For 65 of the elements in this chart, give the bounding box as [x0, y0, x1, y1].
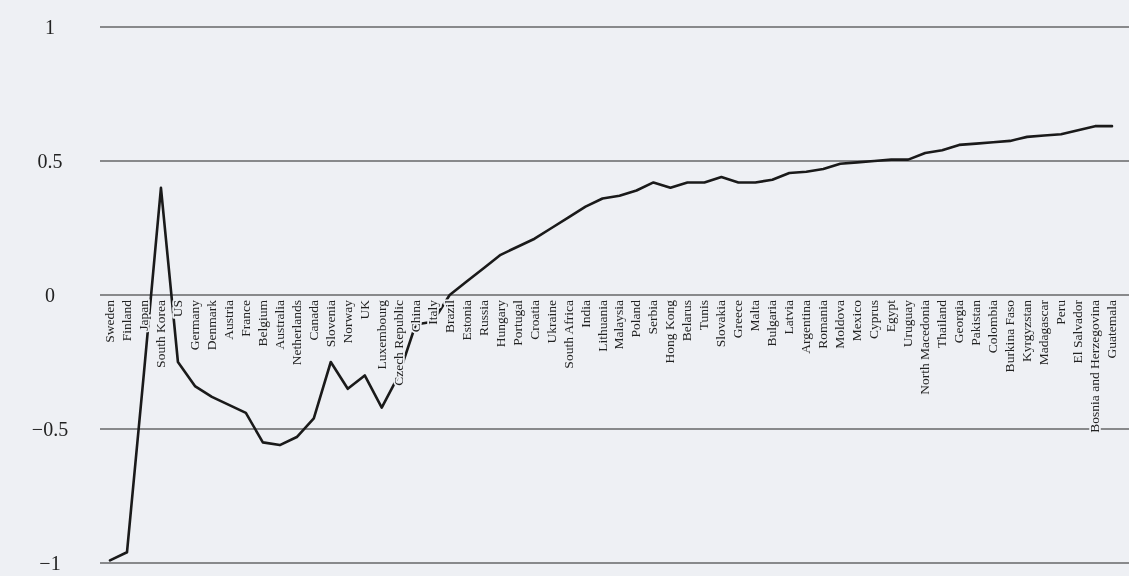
x-tick-label: Latvia: [781, 299, 797, 335]
x-tick-label: Estonia: [458, 300, 474, 341]
x-tick-label: Kyrgyzstan: [1019, 299, 1035, 362]
x-tick-label: Austria: [220, 300, 236, 340]
x-tick-label: Mexico: [849, 299, 865, 342]
x-tick-label: Romania: [815, 300, 831, 349]
x-tick-label: Croatia: [526, 300, 542, 340]
x-tick-label: Hong Kong: [662, 299, 678, 364]
x-tick-label: Moldova: [832, 300, 848, 349]
x-tick-label: Thailand: [934, 299, 950, 348]
x-tick-label: Uruguay: [900, 299, 916, 348]
x-tick-label: Sweden: [102, 299, 117, 343]
x-tick-label: Serbia: [645, 300, 661, 335]
x-tick-label: Bulgaria: [764, 300, 780, 347]
x-tick-label: Colombia: [985, 299, 1001, 354]
x-tick-label: Portugal: [509, 299, 525, 346]
x-tick-label: Argentina: [798, 300, 814, 354]
x-tick-label: Slovenia: [322, 300, 338, 348]
x-tick-label: China: [407, 299, 423, 333]
x-tick-label: South Korea: [152, 300, 168, 368]
x-tick-label: Bosnia and Herzegovina: [1087, 300, 1103, 433]
x-tick-label: South Africa: [560, 300, 576, 369]
x-tick-label: Belgium: [254, 299, 270, 347]
y-tick-label: −0.5: [31, 418, 69, 440]
x-tick-label: Pakistan: [968, 299, 984, 346]
x-tick-label: Tunis: [696, 300, 712, 331]
x-tick-label: Cyprus: [866, 300, 882, 340]
x-tick-label: Lithuania: [594, 299, 610, 352]
x-tick-label: India: [577, 300, 593, 328]
x-tick-label: Luxembourg: [373, 299, 389, 370]
x-tick-label: Burkina Faso: [1002, 299, 1018, 373]
x-tick-label: Netherlands: [288, 300, 304, 366]
x-tick-label: Denmark: [203, 299, 219, 351]
x-tick-label: Australia: [271, 300, 287, 350]
x-tick-label: Ukraine: [543, 300, 559, 344]
x-tick-label: Greece: [730, 300, 746, 339]
x-tick-label: Slovakia: [713, 300, 729, 348]
x-tick-label: Peru: [1053, 299, 1069, 325]
x-tick-label: El Salvador: [1070, 299, 1086, 364]
x-tick-label: Malaysia: [611, 300, 627, 350]
y-tick-label: −1: [39, 552, 61, 574]
x-tick-label: France: [237, 300, 253, 337]
x-tick-label: Norway: [339, 299, 355, 344]
x-tick-label: Canada: [305, 300, 321, 341]
x-tick-label: Poland: [628, 299, 644, 338]
x-tick-label: Egypt: [883, 299, 899, 333]
x-tick-label: Czech Republic: [390, 300, 406, 386]
x-tick-label: Guatemala: [1104, 300, 1119, 359]
x-tick-label: Russia: [475, 300, 491, 337]
x-tick-label: Italy: [424, 299, 440, 325]
x-tick-label: Brazil: [441, 299, 457, 333]
x-tick-label: US: [169, 300, 185, 318]
x-tick-label: Germany: [186, 299, 202, 351]
x-tick-label: Madagascar: [1036, 299, 1052, 366]
x-tick-label: Malta: [747, 300, 763, 332]
y-tick-label: 1: [45, 16, 55, 38]
y-tick-label: 0.5: [37, 150, 63, 172]
x-tick-label: Georgia: [951, 300, 967, 344]
x-tick-label: Finland: [118, 299, 134, 342]
x-tick-label: Japan: [135, 299, 151, 331]
x-tick-label: North Macedonia: [917, 299, 933, 395]
x-tick-label: Hungary: [492, 299, 508, 348]
x-tick-label: Belarus: [679, 300, 695, 342]
x-tick-label: UK: [356, 299, 372, 320]
y-tick-label: 0: [45, 284, 55, 306]
